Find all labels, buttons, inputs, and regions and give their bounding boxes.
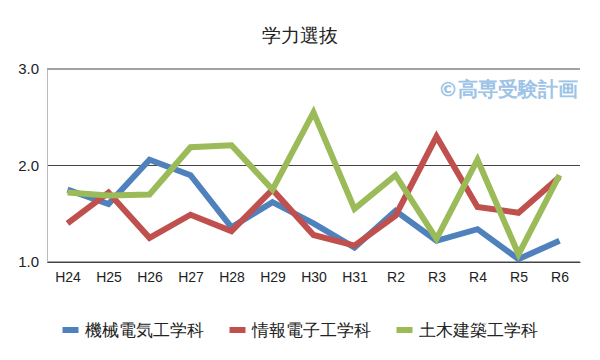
legend-label: 情報電子工学科: [251, 320, 371, 340]
legend-swatch: [230, 327, 246, 333]
x-tick: H31: [342, 262, 368, 285]
y-axis: 1.0 2.0 3.0: [18, 60, 47, 270]
legend-item: 機械電気工学科: [63, 320, 204, 340]
y-tick: 3.0: [18, 60, 47, 77]
x-tick: H27: [178, 262, 204, 285]
legend-item: 情報電子工学科: [230, 320, 371, 340]
title: 学力選抜: [262, 24, 338, 46]
legend-swatch: [397, 327, 413, 333]
y-tick-label: 1.0: [18, 253, 39, 270]
x-tick-label: H29: [260, 269, 286, 285]
annotation: ©高専受験計画: [438, 77, 578, 101]
grid: [47, 69, 580, 262]
x-tick: R4: [469, 262, 487, 285]
y-tick: 2.0: [18, 157, 47, 174]
x-tick-label: R6: [551, 269, 569, 285]
x-tick: H26: [137, 262, 163, 285]
x-tick: R6: [551, 262, 569, 285]
x-tick-label: H25: [96, 269, 122, 285]
x-tick-label: H28: [219, 269, 245, 285]
series-line: [68, 137, 560, 246]
legend-swatch: [63, 327, 79, 333]
x-tick-label: R2: [387, 269, 405, 285]
grid-line: [47, 69, 580, 70]
x-tick-label: R3: [428, 269, 446, 285]
x-tick-label: H27: [178, 269, 204, 285]
x-tick: H29: [260, 262, 286, 285]
series-lines: [68, 112, 560, 259]
grid-line: [47, 165, 580, 166]
x-tick: R3: [428, 262, 446, 285]
y-tick: 1.0: [18, 253, 47, 270]
x-tick-label: H26: [137, 269, 163, 285]
x-tick: R5: [510, 262, 528, 285]
y-tick-label: 2.0: [18, 157, 39, 174]
x-tick: H30: [301, 262, 327, 285]
plot: 1.0 2.0 3.0 H24 H25 H26 H27 H28 H29 H30 H31 R2 R3 R4 R…: [18, 60, 580, 285]
x-tick: H25: [96, 262, 122, 285]
chart: 学力選抜 1.0 2.0 3.0 H24 H25 H26 H27 H28 H29 H30 H31 R2 R…: [0, 0, 600, 360]
x-tick: H24: [55, 262, 81, 285]
x-tick-label: R4: [469, 269, 487, 285]
legend: 機械電気工学科 情報電子工学科 土木建築工学科: [63, 320, 538, 340]
legend-label: 機械電気工学科: [85, 320, 204, 340]
x-tick-label: H24: [55, 269, 81, 285]
y-tick-label: 3.0: [18, 60, 39, 77]
x-axis-line: [48, 262, 581, 263]
y-axis-line: [47, 70, 48, 263]
grid-line: [47, 262, 580, 263]
legend-item: 土木建築工学科: [397, 320, 538, 340]
x-tick-label: H30: [301, 269, 327, 285]
x-axis: H24 H25 H26 H27 H28 H29 H30 H31 R2 R3 R4 R5 R6: [48, 262, 581, 285]
x-tick-label: H31: [342, 269, 368, 285]
legend-label: 土木建築工学科: [419, 320, 538, 340]
x-tick: H28: [219, 262, 245, 285]
x-tick-label: R5: [510, 269, 528, 285]
series-line: [68, 112, 560, 254]
x-tick: R2: [387, 262, 405, 285]
